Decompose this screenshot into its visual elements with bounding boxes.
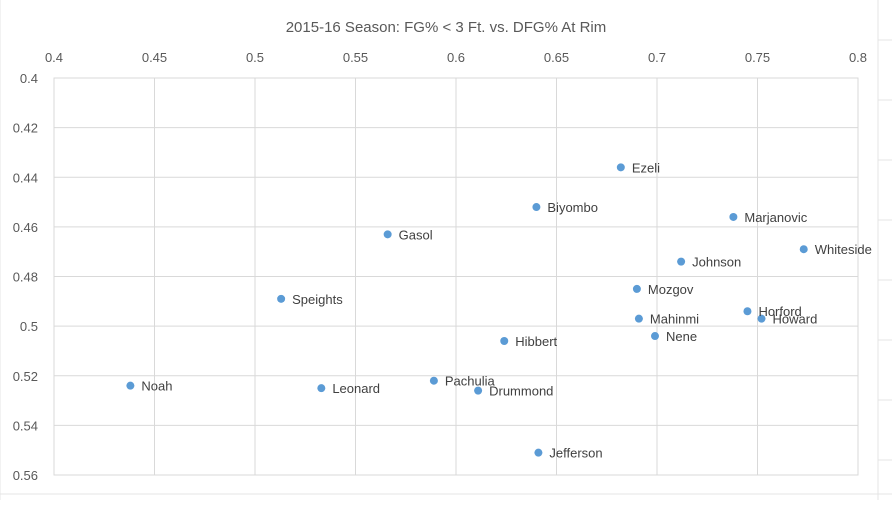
x-tick-label: 0.55: [343, 50, 368, 65]
data-label: Mahinmi: [650, 312, 699, 327]
x-tick-label: 0.8: [849, 50, 867, 65]
x-tick-label: 0.4: [45, 50, 63, 65]
y-tick-label: 0.56: [13, 468, 38, 483]
data-point: [126, 381, 135, 390]
data-point: [532, 203, 541, 212]
data-label: Leonard: [332, 381, 380, 396]
data-label: Drummond: [489, 384, 553, 399]
data-label: Nene: [666, 329, 697, 344]
data-label: Marjanovic: [744, 210, 807, 225]
data-point: [429, 376, 438, 385]
data-point: [729, 212, 738, 221]
y-tick-label: 0.42: [13, 121, 38, 136]
data-label: Howard: [773, 312, 818, 327]
data-point: [634, 314, 643, 323]
data-point: [474, 386, 483, 395]
data-point: [743, 307, 752, 316]
y-tick-label: 0.4: [20, 71, 38, 86]
data-points: [126, 163, 808, 457]
data-label: Noah: [141, 379, 172, 394]
data-label: Ezeli: [632, 160, 660, 175]
plot-area-frame: [53, 77, 859, 476]
data-label: Jefferson: [549, 446, 602, 461]
y-tick-label: 0.44: [13, 170, 38, 185]
data-label: Speights: [292, 292, 343, 307]
x-tick-label: 0.5: [246, 50, 264, 65]
x-tick-label: 0.7: [648, 50, 666, 65]
chart-title: 2015-16 Season: FG% < 3 Ft. vs. DFG% At …: [286, 19, 607, 36]
data-point: [616, 163, 625, 172]
data-label: Johnson: [692, 255, 741, 270]
y-tick-label: 0.54: [13, 418, 38, 433]
data-point: [534, 448, 543, 457]
y-tick-label: 0.5: [20, 319, 38, 334]
y-tick-label: 0.48: [13, 270, 38, 285]
x-tick-label: 0.6: [447, 50, 465, 65]
data-label: Pachulia: [445, 374, 496, 389]
data-labels: Ezeli Biyombo Marjanovic Gasol Whiteside John…: [141, 160, 871, 460]
data-label: Horford: [758, 304, 801, 319]
data-label: Biyombo: [547, 200, 598, 215]
y-tick-label: 0.52: [13, 369, 38, 384]
data-point: [632, 284, 641, 293]
data-point: [383, 230, 392, 239]
y-tick-label: 0.46: [13, 220, 38, 235]
data-point: [277, 294, 286, 303]
x-tick-label: 0.45: [142, 50, 167, 65]
data-point: [317, 384, 326, 393]
data-point: [500, 337, 509, 346]
data-point: [799, 245, 808, 254]
data-label: Gasol: [399, 227, 433, 242]
x-axis-tick-labels: 0.4 0.45 0.5 0.55 0.6 0.65 0.7 0.75 0.8: [45, 50, 867, 65]
data-point: [677, 257, 686, 266]
data-point: [650, 332, 659, 341]
data-point: [757, 314, 766, 323]
data-label: Hibbert: [515, 334, 557, 349]
data-label: Mozgov: [648, 282, 694, 297]
data-label: Whiteside: [815, 242, 872, 257]
x-tick-label: 0.65: [544, 50, 569, 65]
y-axis-tick-labels: 0.4 0.42 0.44 0.46 0.48 0.5 0.52 0.54 0.56: [13, 71, 38, 483]
x-tick-label: 0.75: [745, 50, 770, 65]
